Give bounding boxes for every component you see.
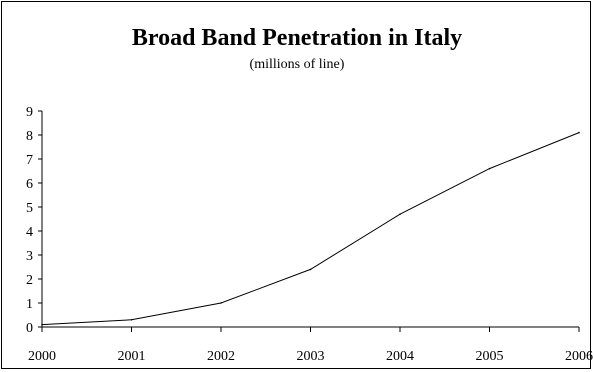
y-tick-label: 3 <box>26 249 33 264</box>
data-point <box>309 268 312 271</box>
x-tick-label: 2002 <box>207 349 235 364</box>
y-axis-ticks: 0 1 2 3 4 5 6 7 8 9 <box>26 105 42 336</box>
y-tick-label: 2 <box>26 273 33 288</box>
y-tick-label: 9 <box>26 105 33 120</box>
chart-subtitle: (millions of line) <box>249 57 345 72</box>
x-axis-ticks: 2000 2001 2002 2003 2004 2005 2006 <box>28 327 593 364</box>
y-tick-label: 7 <box>26 153 33 168</box>
chart-title: Broad Band Penetration in Italy <box>131 25 463 51</box>
x-tick-label: 2001 <box>118 349 146 364</box>
axes <box>41 111 579 328</box>
x-tick-label: 2005 <box>476 349 504 364</box>
data-point <box>130 319 133 321</box>
y-tick-label: 6 <box>26 177 33 192</box>
y-tick-label: 0 <box>26 321 33 336</box>
x-tick-label: 2000 <box>28 349 56 364</box>
series-line <box>41 132 580 326</box>
x-tick-label: 2006 <box>565 349 593 364</box>
y-tick-label: 1 <box>26 297 33 312</box>
data-point <box>399 213 401 215</box>
data-point <box>488 167 491 170</box>
y-tick-label: 5 <box>26 201 33 216</box>
y-tick-label: 8 <box>26 129 33 144</box>
x-tick-label: 2003 <box>297 349 325 364</box>
series-group <box>41 131 580 326</box>
data-point <box>41 323 43 326</box>
y-tick-label: 4 <box>26 225 33 240</box>
data-point <box>220 302 222 304</box>
x-tick-label: 2004 <box>386 349 414 364</box>
data-point <box>578 131 580 134</box>
